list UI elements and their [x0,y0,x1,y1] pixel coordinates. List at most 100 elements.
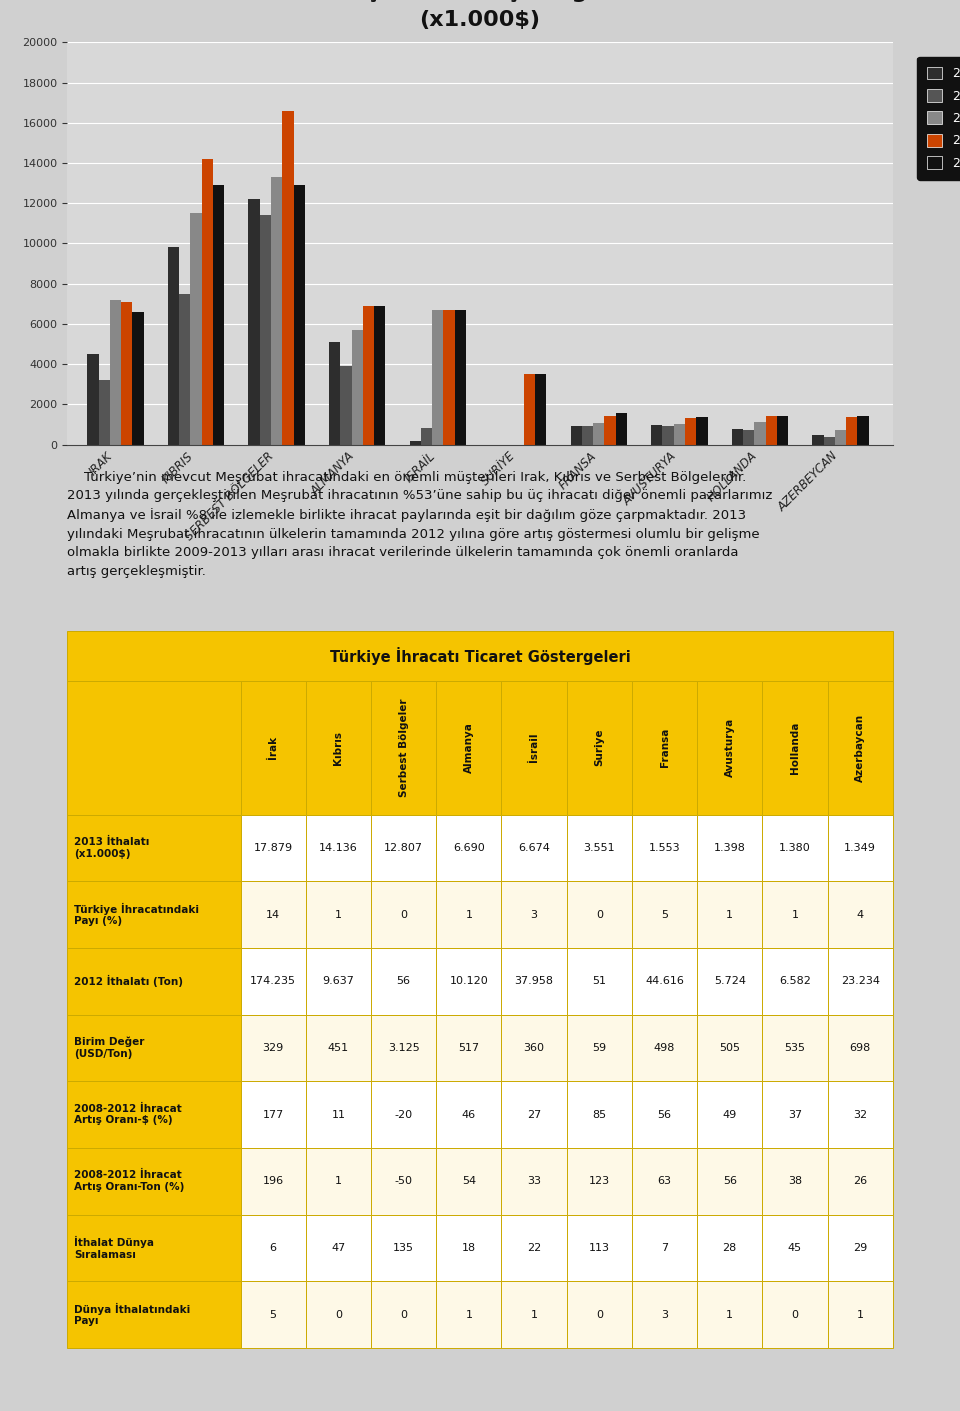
Text: 2012 İthalatı (Ton): 2012 İthalatı (Ton) [74,975,182,988]
Text: 56: 56 [658,1109,672,1119]
Bar [593,423,605,444]
Text: 1.553: 1.553 [649,842,681,852]
Bar [762,680,828,814]
Bar [566,1015,632,1081]
Bar [67,1015,241,1081]
Text: Avusturya: Avusturya [725,718,734,777]
Text: -20: -20 [395,1109,413,1119]
Bar [697,680,762,814]
Bar [351,330,363,444]
Bar [241,882,306,948]
Bar [697,948,762,1015]
Bar [828,1215,893,1281]
Text: 14: 14 [266,910,280,920]
Bar [835,430,846,444]
Text: Türkiye’nin mevcut Meşrubat ihracatındaki en önemli müşterileri Irak, Kıbrıs ve : Türkiye’nin mevcut Meşrubat ihracatındak… [67,471,773,577]
Bar [371,680,436,814]
Bar [99,380,109,444]
Text: 5: 5 [270,1309,276,1319]
Bar [306,1215,371,1281]
Text: 32: 32 [853,1109,867,1119]
Text: 505: 505 [719,1043,740,1053]
Bar [570,426,582,444]
Bar [67,631,893,680]
Bar [306,1281,371,1348]
Bar [828,680,893,814]
Bar [632,680,697,814]
Text: 1: 1 [335,910,342,920]
Bar [436,1081,501,1149]
Bar [67,1215,241,1281]
Bar [371,1215,436,1281]
Bar [697,1215,762,1281]
Bar [828,882,893,948]
Bar [828,814,893,882]
Bar [501,680,566,814]
Text: 22: 22 [527,1243,541,1253]
Bar [306,882,371,948]
Text: 5.724: 5.724 [713,976,746,986]
Bar [306,814,371,882]
Bar [732,429,743,444]
Bar [762,1081,828,1149]
Bar [524,374,535,444]
Bar [762,814,828,882]
Text: 54: 54 [462,1177,476,1187]
Bar [420,429,432,444]
Bar [436,680,501,814]
Text: 1: 1 [791,910,799,920]
Text: 9.637: 9.637 [323,976,354,986]
Bar [410,440,420,444]
Text: 0: 0 [335,1309,342,1319]
Bar [828,1149,893,1215]
Text: 2013 İthalatı
(x1.000$): 2013 İthalatı (x1.000$) [74,837,149,859]
Bar [566,1215,632,1281]
Bar [241,1015,306,1081]
Bar [436,814,501,882]
Text: 1: 1 [531,1309,538,1319]
Bar [828,1281,893,1348]
Text: 63: 63 [658,1177,672,1187]
Text: Serbest Bölgeler: Serbest Bölgeler [398,698,409,797]
Bar [371,882,436,948]
Text: 113: 113 [588,1243,610,1253]
Bar [632,948,697,1015]
Bar [632,1149,697,1215]
Bar [363,306,374,444]
Bar [828,948,893,1015]
Bar [857,416,869,444]
Text: 28: 28 [723,1243,737,1253]
Bar [213,185,225,444]
Text: Hollanda: Hollanda [790,721,800,773]
Text: 3: 3 [661,1309,668,1319]
Bar [824,436,835,444]
Bar [566,680,632,814]
Bar [121,302,132,444]
Text: 51: 51 [592,976,607,986]
Bar [374,306,385,444]
Text: 37.958: 37.958 [515,976,554,986]
Text: 38: 38 [788,1177,802,1187]
Bar [697,814,762,882]
Text: 44.616: 44.616 [645,976,684,986]
Text: 0: 0 [400,1309,407,1319]
Text: 451: 451 [328,1043,349,1053]
Bar [685,419,696,444]
Bar [444,310,455,444]
Bar [762,1215,828,1281]
Text: İthalat Dünya
Sıralaması: İthalat Dünya Sıralaması [74,1236,154,1260]
Bar [501,814,566,882]
Bar [436,1215,501,1281]
Bar [755,422,765,444]
Text: 18: 18 [462,1243,476,1253]
Text: 6: 6 [270,1243,276,1253]
Bar [67,1281,241,1348]
Text: 85: 85 [592,1109,607,1119]
Bar [743,430,755,444]
Text: 0: 0 [596,910,603,920]
Text: 12.807: 12.807 [384,842,423,852]
Bar [812,435,824,444]
Text: 517: 517 [458,1043,479,1053]
Bar [828,1015,893,1081]
Bar [566,1149,632,1215]
